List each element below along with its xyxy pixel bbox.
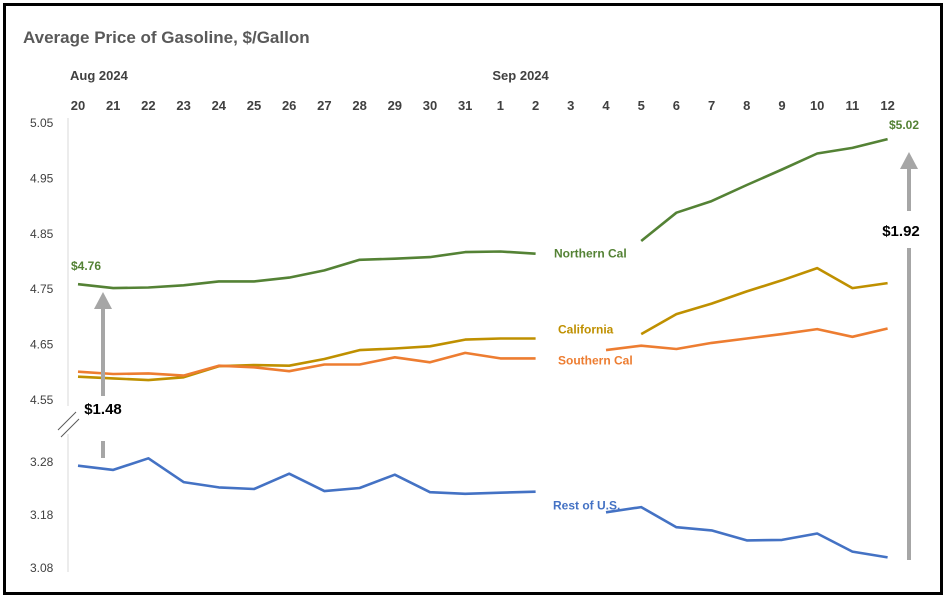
y-tick-label: 3.18 bbox=[30, 508, 54, 522]
y-tick-label: 3.28 bbox=[30, 455, 54, 469]
series-line-northern-cal bbox=[640, 137, 888, 243]
y-axis bbox=[57, 118, 80, 572]
gasoline-price-chart: Average Price of Gasoline, $/Gallon Aug … bbox=[23, 28, 920, 575]
x-tick-label: 31 bbox=[458, 98, 472, 113]
x-tick-label: 26 bbox=[282, 98, 296, 113]
end-gap-arrowhead bbox=[900, 152, 918, 169]
x-tick-label: 11 bbox=[846, 98, 860, 113]
x-tick-label: 1 bbox=[497, 98, 504, 113]
series-lines bbox=[77, 137, 888, 559]
x-tick-label: 6 bbox=[673, 98, 680, 113]
month-labels: Aug 2024 Sep 2024 bbox=[70, 68, 550, 83]
end-gap-label: $1.92 bbox=[882, 223, 920, 240]
chart-title: Average Price of Gasoline, $/Gallon bbox=[23, 28, 310, 47]
series-line-california bbox=[77, 337, 536, 382]
x-tick-label: 2 bbox=[532, 98, 539, 113]
x-tick-label: 21 bbox=[106, 98, 120, 113]
x-axis-ticks: 20 21 22 23 24 25 26 27 28 29 30 31 1 2 3 4 5 6 7 8 9 10 11 12 bbox=[71, 98, 895, 113]
series-label: California bbox=[558, 323, 614, 337]
x-tick-label: 22 bbox=[141, 98, 155, 113]
y-tick-label: 4.95 bbox=[30, 171, 54, 185]
x-tick-label: 28 bbox=[352, 98, 366, 113]
axis-break-mark bbox=[60, 418, 80, 438]
start-gap-label: $1.48 bbox=[84, 401, 122, 418]
annotations: $4.76 $5.02 $1.48 $1.92 bbox=[71, 118, 920, 560]
x-tick-label: 25 bbox=[247, 98, 261, 113]
end-value-label: $5.02 bbox=[889, 118, 919, 132]
axis-break-mark bbox=[57, 411, 77, 431]
month-label-1: Sep 2024 bbox=[492, 68, 549, 83]
x-tick-label: 3 bbox=[567, 98, 574, 113]
x-tick-label: 20 bbox=[71, 98, 85, 113]
y-tick-label: 4.75 bbox=[30, 282, 54, 296]
x-tick-label: 10 bbox=[810, 98, 824, 113]
x-tick-label: 23 bbox=[176, 98, 190, 113]
start-gap-arrowhead bbox=[94, 292, 112, 309]
y-tick-label: 3.08 bbox=[30, 561, 54, 575]
x-tick-label: 24 bbox=[212, 98, 227, 113]
x-tick-label: 7 bbox=[708, 98, 715, 113]
series-labels: Northern Cal California Southern Cal Rest o… bbox=[553, 247, 633, 513]
x-tick-label: 30 bbox=[423, 98, 437, 113]
series-line-rest-of-u-s bbox=[77, 456, 536, 496]
x-tick-label: 8 bbox=[743, 98, 750, 113]
series-line-rest-of-u-s bbox=[605, 505, 888, 559]
series-line-southern-cal bbox=[605, 327, 888, 352]
month-label-0: Aug 2024 bbox=[70, 68, 129, 83]
series-line-northern-cal bbox=[77, 250, 536, 290]
series-line-california bbox=[640, 266, 888, 336]
x-tick-label: 12 bbox=[880, 98, 894, 113]
y-tick-label: 5.05 bbox=[30, 116, 54, 130]
chart-frame: Average Price of Gasoline, $/Gallon Aug … bbox=[3, 3, 943, 595]
y-axis-ticks: 5.05 4.95 4.85 4.75 4.65 4.55 3.28 3.18 3.08 bbox=[30, 116, 54, 575]
start-value-label: $4.76 bbox=[71, 259, 101, 273]
y-tick-label: 4.65 bbox=[30, 338, 54, 352]
y-tick-label: 4.55 bbox=[30, 393, 54, 407]
series-line-southern-cal bbox=[77, 351, 536, 377]
x-tick-label: 29 bbox=[388, 98, 402, 113]
x-tick-label: 4 bbox=[602, 98, 610, 113]
x-tick-label: 9 bbox=[778, 98, 785, 113]
series-label: Southern Cal bbox=[558, 353, 633, 367]
series-label: Rest of U.S. bbox=[553, 499, 620, 513]
x-tick-label: 5 bbox=[638, 98, 645, 113]
y-tick-label: 4.85 bbox=[30, 227, 54, 241]
series-label: Northern Cal bbox=[554, 247, 627, 261]
x-tick-label: 27 bbox=[317, 98, 331, 113]
